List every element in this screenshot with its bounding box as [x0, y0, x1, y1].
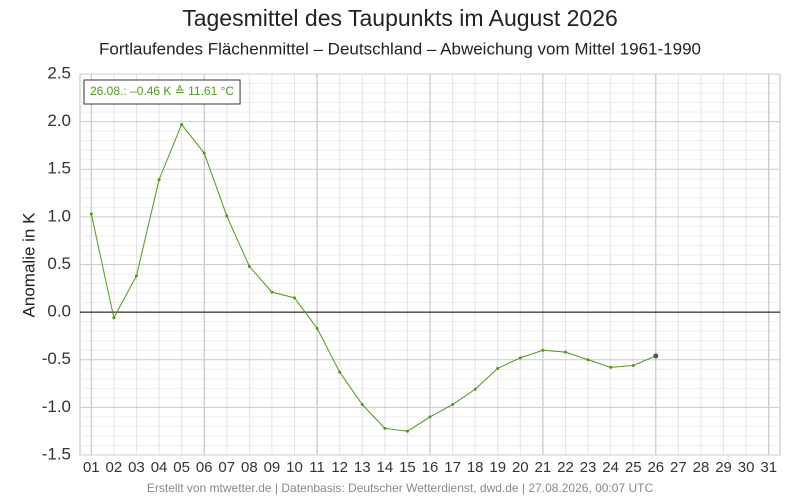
x-tick-label: 30: [738, 459, 755, 476]
x-tick-label: 04: [151, 459, 168, 476]
x-tick-label: 10: [286, 459, 303, 476]
y-tick-label: -1.5: [42, 444, 71, 463]
point: [383, 426, 387, 430]
x-tick-label: 18: [467, 459, 484, 476]
point: [609, 365, 613, 369]
x-tick-label: 23: [580, 459, 597, 476]
point: [293, 296, 297, 300]
x-tick-label: 08: [241, 459, 258, 476]
chart-subtitle: Fortlaufendes Flächenmittel – Deutschlan…: [99, 39, 701, 58]
point: [473, 387, 477, 391]
x-tick-label: 20: [512, 459, 529, 476]
y-tick-label: 1.5: [47, 159, 71, 178]
point: [428, 415, 432, 419]
x-tick-label: 06: [196, 459, 213, 476]
x-tick-label: 15: [399, 459, 416, 476]
x-tick-label: 26: [647, 459, 664, 476]
point: [541, 348, 545, 352]
point: [586, 358, 590, 362]
x-tick-label: 16: [422, 459, 439, 476]
point: [518, 356, 522, 360]
footer: Erstellt von mtwetter.de | Datenbasis: D…: [147, 481, 654, 495]
x-tick-label: 03: [128, 459, 145, 476]
point: [157, 178, 161, 182]
point: [405, 429, 409, 433]
point: [225, 214, 229, 218]
x-tick-label: 19: [489, 459, 506, 476]
x-tick-label: 31: [760, 459, 777, 476]
annotation-box: 26.08.: –0.46 K ≙ 11.61 °C: [83, 79, 241, 105]
point: [496, 366, 500, 370]
y-axis-label: Anomalie in K: [19, 212, 38, 318]
point: [112, 316, 116, 320]
x-tick-label: 21: [535, 459, 552, 476]
point: [563, 350, 567, 354]
point: [202, 151, 206, 155]
line: [90, 123, 657, 432]
point: [631, 363, 635, 367]
x-tick-label: 01: [83, 459, 100, 476]
x-tick-label: 13: [354, 459, 371, 476]
chart-title: Tagesmittel des Taupunkts im August 2026: [182, 5, 618, 31]
point: [247, 264, 251, 268]
x-tick-label: 24: [602, 459, 619, 476]
y-tick-label: 2.0: [47, 111, 71, 130]
y-tick-label: -0.5: [42, 349, 71, 368]
point: [134, 274, 138, 278]
point: [360, 403, 364, 407]
annotation-frame: [83, 79, 241, 105]
y-tick-label: 1.0: [47, 206, 71, 225]
x-tick-label: 05: [173, 459, 190, 476]
y-tick-label: 0.0: [47, 302, 71, 321]
y-tick-label: -1.0: [42, 397, 71, 416]
annotation: 26.08.: –0.46 K ≙ 11.61 °C: [90, 84, 234, 98]
point: [451, 403, 455, 407]
point: [315, 326, 319, 330]
x-tick-label: 17: [444, 459, 461, 476]
x-tick-label: 14: [376, 459, 393, 476]
point: [180, 122, 184, 126]
x-tick-label: 25: [625, 459, 642, 476]
point: [653, 353, 659, 359]
x-tick-label: 12: [331, 459, 348, 476]
point: [89, 212, 93, 216]
x-tick-label: 28: [693, 459, 710, 476]
point: [338, 370, 342, 374]
point: [270, 290, 274, 294]
x-tick-label: 27: [670, 459, 687, 476]
y-tick-label: 2.5: [47, 63, 71, 82]
x-tick-label: 29: [715, 459, 732, 476]
x-tick-label: 22: [557, 459, 574, 476]
y-tick-label: 0.5: [47, 254, 71, 273]
x-tick-label: 02: [106, 459, 123, 476]
x-tick-label: 11: [309, 459, 325, 476]
x-tick-label: 09: [264, 459, 281, 476]
x-tick-label: 07: [218, 459, 235, 476]
